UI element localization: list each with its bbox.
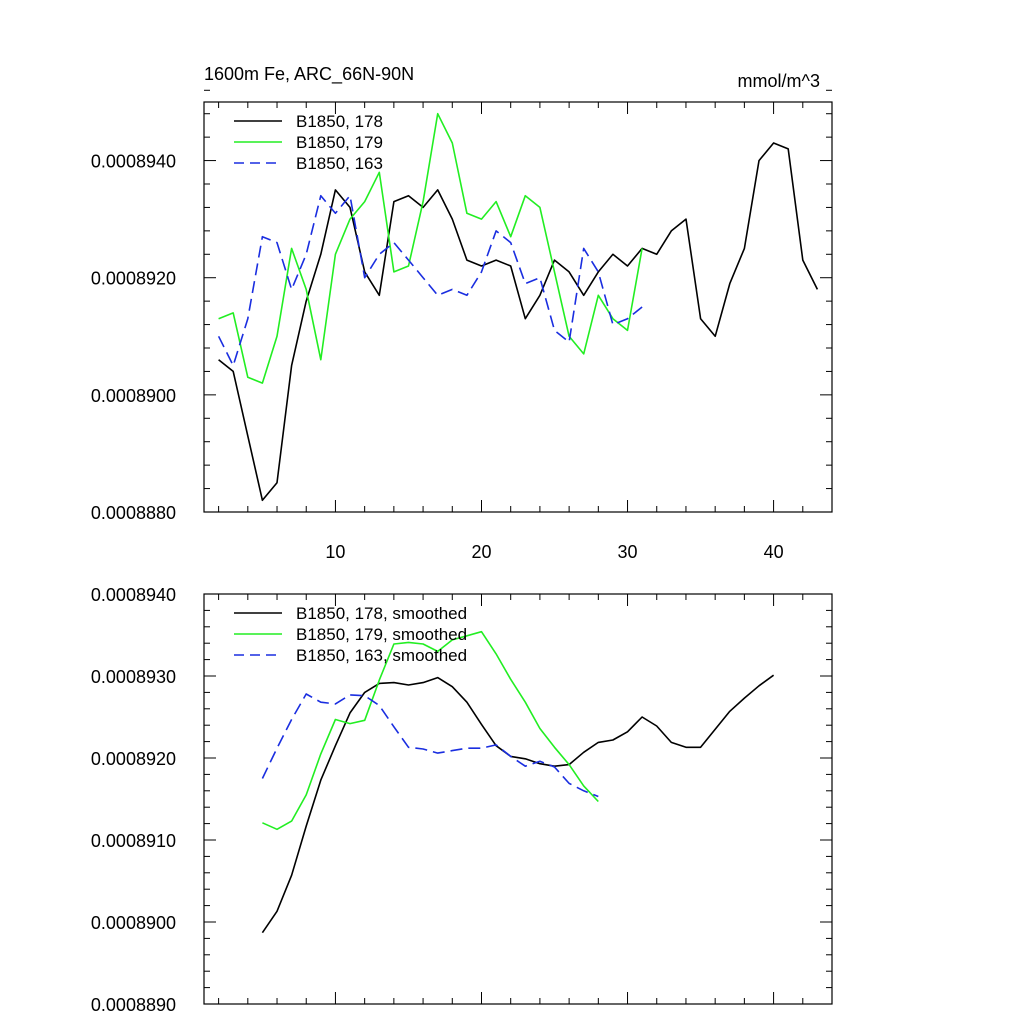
chart1-y-tick-label: 0.0008900 bbox=[91, 386, 176, 406]
chart1-series-line-2 bbox=[218, 112, 643, 384]
chart1-y-tick-label: 0.0008880 bbox=[91, 503, 176, 523]
chart1-plot-frame bbox=[203, 101, 833, 513]
chart2-plot-frame bbox=[203, 593, 833, 1005]
chart2-series-line-1 bbox=[261, 674, 775, 934]
chart1-x-tick-label: 20 bbox=[471, 542, 491, 562]
chart2-legend-label-2: B1850, 179, smoothed bbox=[296, 625, 467, 644]
chart1-title: 1600m Fe, ARC_66N-90N bbox=[204, 64, 414, 85]
chart1-x-tick-label: 30 bbox=[618, 542, 638, 562]
chart2-legend-label-1: B1850, 178, smoothed bbox=[296, 604, 467, 623]
chart2-y-tick-label: 0.0008930 bbox=[91, 667, 176, 687]
chart1-series-line-3 bbox=[217, 194, 643, 367]
chart2-series-line-3 bbox=[261, 693, 599, 798]
chart2-y-tick-label: 0.0008900 bbox=[91, 913, 176, 933]
chart2-series-line-2 bbox=[262, 630, 599, 831]
chart1-x-tick-label: 10 bbox=[325, 542, 345, 562]
chart1-units-label: mmol/m^3 bbox=[738, 71, 820, 91]
chart2-legend-label-3: B1850, 163, smoothed bbox=[296, 646, 467, 665]
chart1-legend-label-2: B1850, 179 bbox=[296, 133, 383, 152]
chart1-legend-label-1: B1850, 178 bbox=[296, 112, 383, 131]
chart2-y-tick-label: 0.0008910 bbox=[91, 831, 176, 851]
chart2-y-tick-label: 0.0008890 bbox=[91, 995, 176, 1015]
chart2-y-tick-label: 0.0008920 bbox=[91, 749, 176, 769]
chart1-legend-label-3: B1850, 163 bbox=[296, 154, 383, 173]
chart1-x-tick-label: 40 bbox=[764, 542, 784, 562]
chart1-y-tick-label: 0.0008920 bbox=[91, 269, 176, 289]
chart1-y-tick-label: 0.0008940 bbox=[91, 152, 176, 172]
chart1-series-line-1 bbox=[218, 142, 819, 502]
chart2-y-tick-label: 0.0008940 bbox=[91, 585, 176, 605]
